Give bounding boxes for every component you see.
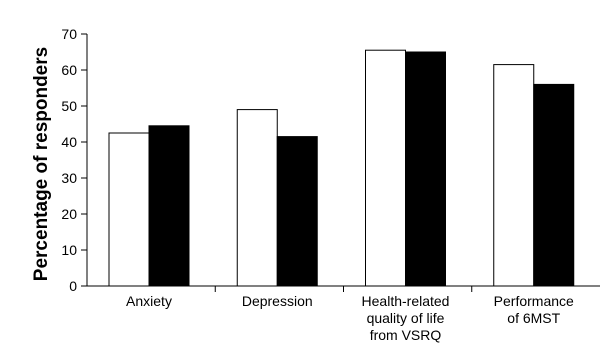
category-label-line: Health-related [362,293,450,309]
y-axis-title: Percentage of responders [31,47,52,281]
category-label: Performance of 6MST [494,293,574,326]
category-label-line: Anxiety [126,293,172,309]
y-tick-label: 70 [61,26,77,42]
bar-series-1-cat-2 [236,109,278,287]
bar-series-1-cat-3 [365,49,406,287]
bar-series-2-cat-1 [148,125,190,287]
category-label-line: Performance [494,293,574,309]
category-label: Health-related quality of life from VSRQ [362,293,450,343]
y-tick-label: 40 [61,134,77,150]
category-label: Anxiety [126,293,172,309]
category-label-line: quality of life [367,310,445,326]
y-tick-label: 30 [61,170,77,186]
bars [108,49,575,287]
y-tick-label: 20 [61,206,77,222]
category-label: Depression [242,293,313,309]
bar-series-1-cat-1 [108,132,150,287]
bar-series-2-cat-3 [405,51,446,287]
y-tick-label: 10 [61,242,77,258]
y-tick-label: 0 [69,278,77,294]
category-label-line: Depression [242,293,313,309]
category-label-line: of 6MST [507,310,560,326]
bar-series-1-cat-4 [493,64,535,287]
category-label-line: from VSRQ [370,327,442,343]
category-labels: Anxiety Depression Health-related quality o… [126,293,574,343]
bar-series-2-cat-4 [533,83,575,287]
y-tick-label: 60 [61,62,77,78]
y-tick-label: 50 [61,98,77,114]
bar-series-2-cat-2 [276,136,318,287]
y-tick-labels: 0 10 20 30 40 50 60 70 [61,26,77,294]
y-axis-title-group: Percentage of responders [31,47,52,281]
